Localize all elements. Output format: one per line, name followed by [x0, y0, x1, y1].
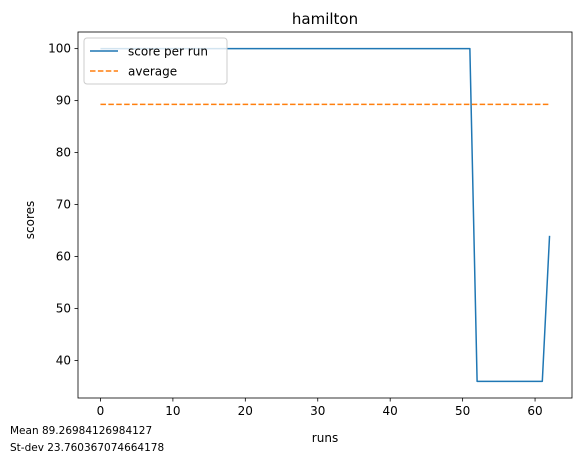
y-tick-label: 90 — [56, 94, 71, 108]
legend-box — [83, 37, 228, 85]
y-tick-label: 40 — [56, 354, 71, 368]
y-tick-label: 100 — [48, 42, 71, 56]
y-tick-label: 50 — [56, 302, 71, 316]
stdev-stat: St-dev 23.760367074664178 — [10, 442, 165, 454]
x-tick-label: 0 — [97, 404, 105, 418]
legend-label: score per run — [128, 45, 208, 59]
x-axis-label: runs — [312, 431, 338, 445]
chart-title: hamilton — [292, 10, 358, 28]
series-line-0 — [100, 47, 551, 383]
legend: score per run average — [83, 37, 228, 85]
y-tick-label: 70 — [56, 198, 71, 212]
axes: 0 10 20 30 40 50 60 40 50 60 70 80 90 100 — [48, 31, 573, 418]
x-tick-label: 10 — [165, 404, 180, 418]
mean-stat: Mean 89.26984126984127 — [10, 425, 153, 437]
y-tick-label: 80 — [56, 146, 71, 160]
legend-label: average — [128, 65, 177, 79]
x-tick-label: 40 — [383, 404, 398, 418]
x-tick-label: 30 — [310, 404, 325, 418]
plot-frame — [77, 31, 573, 399]
x-tick-label: 20 — [238, 404, 253, 418]
y-tick-label: 60 — [56, 250, 71, 264]
plot-area — [100, 47, 551, 383]
x-tick-label: 60 — [527, 404, 542, 418]
x-tick-label: 50 — [455, 404, 470, 418]
y-axis-label: scores — [23, 201, 37, 240]
